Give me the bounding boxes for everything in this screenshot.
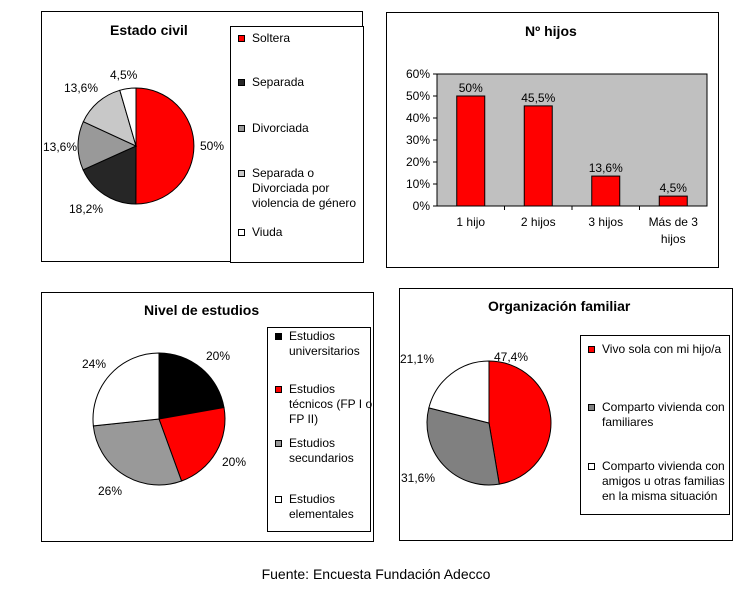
chart-title: Estado civil: [110, 22, 188, 38]
chart-title: Nº hijos: [525, 23, 577, 39]
y-tick-label: 10%: [406, 177, 430, 191]
pie-slice: [135, 87, 195, 205]
legend-swatch: [238, 79, 245, 86]
pie-label: 26%: [98, 484, 123, 498]
source-note: Fuente: Encuesta Fundación Adecco: [261, 566, 491, 582]
pie-label: 20%: [206, 349, 231, 363]
pie-label: 21,1%: [400, 352, 435, 366]
legend-swatch: [275, 333, 282, 340]
x-tick-label: hijos: [661, 232, 686, 246]
pie-slice: [488, 360, 552, 485]
legend-swatch: [275, 496, 282, 503]
chart-title: Organización familiar: [488, 298, 631, 314]
bar: [658, 195, 688, 207]
panel-estado-civil: Estado civil Soltera Separada Divorciada…: [41, 11, 364, 263]
pie-label: 4,5%: [110, 68, 138, 82]
pie-slice: [426, 407, 500, 486]
pie-slice: [119, 87, 137, 147]
bar: [456, 95, 486, 207]
x-tick-label: 1 hijo: [456, 215, 485, 229]
legend-swatch: [275, 386, 282, 393]
legend: Estudios universitarios Estudios técnico…: [267, 327, 372, 532]
bar: [591, 175, 621, 207]
pie-label: 20%: [222, 455, 247, 469]
y-tick-label: 50%: [406, 89, 430, 103]
bar-value-label: 45,5%: [521, 91, 555, 105]
pie-label: 18,2%: [69, 202, 104, 216]
chart-title: Nivel de estudios: [144, 302, 260, 318]
pie-slice: [82, 145, 137, 205]
pie-slice: [158, 352, 225, 420]
x-tick-label: 3 hijos: [588, 215, 623, 229]
legend-swatch: [238, 125, 245, 132]
y-tick-label: 0%: [413, 199, 431, 213]
y-tick-label: 20%: [406, 155, 430, 169]
pie-label: 13,6%: [64, 81, 99, 95]
pie-label: 24%: [82, 357, 107, 371]
bar: [523, 105, 553, 207]
legend: Soltera Separada Divorciada Separada o D…: [230, 26, 364, 263]
legend-swatch: [238, 229, 245, 236]
pie-label: 50%: [200, 139, 225, 153]
legend-swatch: [588, 404, 595, 411]
pie-slice: [92, 418, 183, 486]
y-tick-label: 30%: [406, 133, 430, 147]
pie-label: 47,4%: [494, 350, 529, 364]
x-tick-label: 2 hijos: [521, 215, 556, 229]
legend-swatch: [238, 35, 245, 42]
pie-slice: [428, 360, 490, 424]
bar-value-label: 13,6%: [589, 161, 623, 175]
pie-slice: [92, 352, 160, 427]
pie-label: 13,6%: [43, 140, 78, 154]
pie-slice: [158, 406, 226, 482]
legend-swatch: [275, 440, 282, 447]
bar-value-label: 4,5%: [660, 181, 688, 195]
x-tick-label: Más de 3: [649, 215, 699, 229]
legend-swatch: [588, 346, 595, 353]
y-tick-label: 40%: [406, 111, 430, 125]
legend: Vivo sola con mi hijo/a Comparto viviend…: [580, 335, 730, 515]
bar-value-label: 50%: [459, 81, 483, 95]
legend-swatch: [238, 170, 245, 177]
y-tick-label: 60%: [406, 67, 430, 81]
pie-label: 31,6%: [401, 471, 436, 485]
legend-swatch: [588, 463, 595, 470]
